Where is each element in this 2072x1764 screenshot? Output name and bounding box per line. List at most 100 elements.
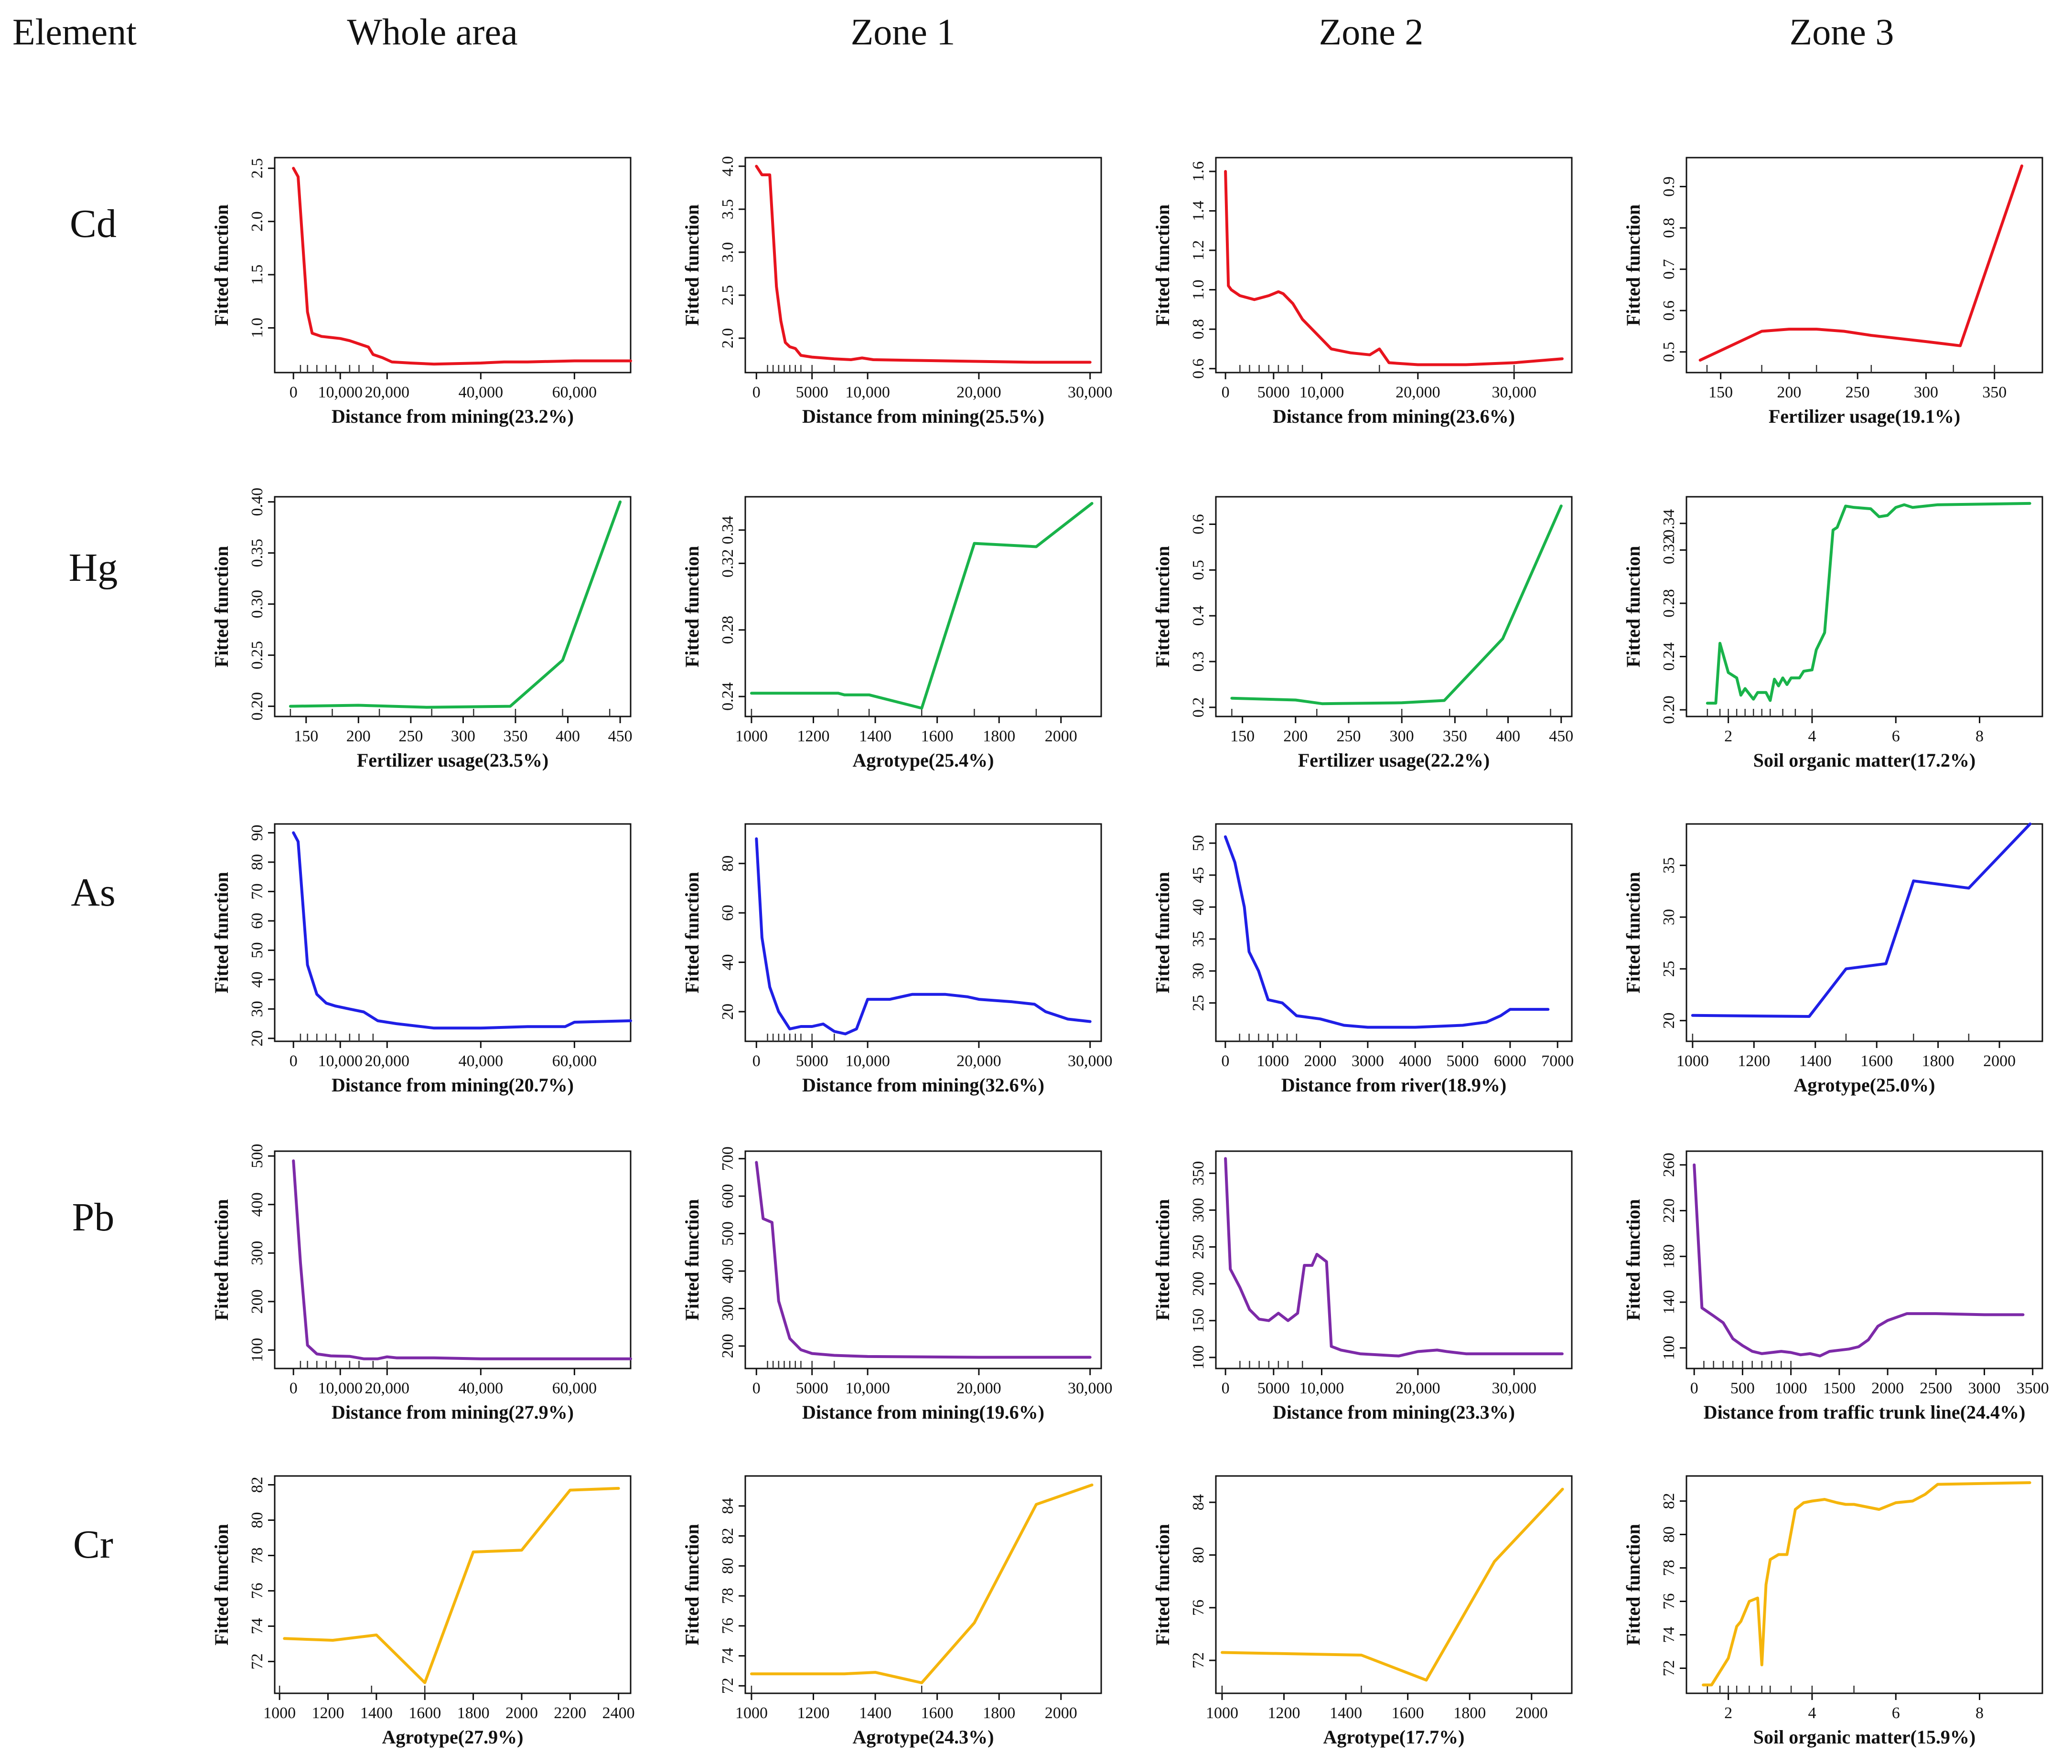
chart-hg-zone-1-xtick-label: 1400 [859,727,891,745]
chart-as-zone-2-ytick-label: 50 [1190,835,1207,851]
chart-hg-whole-area-ytick-label: 0.30 [248,590,266,619]
chart-as-whole-area-ytick-label: 70 [248,883,266,899]
chart-cd-zone-1-ytick-label: 4.0 [719,156,737,177]
chart-hg-zone-2-ytick-label: 0.4 [1190,606,1207,626]
chart-pb-zone-2-xlabel: Distance from mining(23.3%) [1273,1401,1515,1423]
chart-cr-zone-2-frame [1215,1475,1573,1694]
chart-cd-zone-1: 0 5000 10,000 20,000 30,000 2.0 2.5 3.0 3.5 4.0 Di… [681,156,1112,427]
chart-pb-zone-1-ytick-label: 200 [719,1334,737,1358]
chart-pb-zone-1: 0 5000 10,000 20,000 30,000 200 300 400 500 600 70… [681,1146,1112,1423]
chart-cr-zone-2-xtick-label: 1000 [1206,1704,1238,1722]
chart-as-zone-3-xtick-label: 1200 [1738,1052,1770,1070]
chart-pb-zone-2-ytick-label: 150 [1190,1308,1207,1333]
chart-as-whole-area-xtick-label: 20,000 [365,1052,410,1070]
chart-as-zone-2-ylabel: Fitted function [1152,872,1173,993]
chart-pb-zone-3-ytick-label: 100 [1660,1336,1678,1360]
chart-cd-zone-1-xtick-label: 5000 [796,384,828,401]
chart-cr-whole-area-ytick-label: 80 [248,1512,266,1528]
chart-cd-zone-2-xlabel: Distance from mining(23.6%) [1273,406,1515,427]
chart-cr-zone-1-xtick-label: 1200 [797,1704,830,1722]
chart-hg-zone-1-ytick-label: 0.24 [719,682,737,711]
chart-pb-zone-2-line [1224,1157,1564,1358]
chart-cd-zone-1-ytick-label: 3.5 [719,199,737,220]
chart-hg-whole-area-ytick-label: 0.40 [248,488,266,516]
chart-cd-zone-3-ytick-label: 0.9 [1660,176,1678,197]
chart-cd-zone-2-frame [1215,157,1573,374]
chart-cd-zone-1-ytick-label: 2.5 [719,285,737,306]
chart-cd-zone-3-xtick-label: 150 [1708,384,1733,401]
chart-cr-whole-area-xtick-label: 2200 [554,1704,586,1722]
chart-pb-zone-1-xtick-label: 5000 [796,1379,828,1397]
chart-pb-zone-2-ylabel: Fitted function [1152,1199,1173,1320]
chart-cd-zone-3-line [1698,164,2023,362]
chart-hg-whole-area-xtick-label: 200 [346,727,371,745]
chart-pb-whole-area-line [292,1159,632,1360]
chart-as-zone-2-ytick-label: 45 [1190,867,1207,883]
chart-cd-zone-1-xtick-label: 10,000 [845,384,890,401]
chart-hg-whole-area-ytick-label: 0.35 [248,539,266,567]
chart-pb-zone-3-xtick-label: 2500 [1920,1379,1952,1397]
chart-cd-zone-3-frame [1686,157,2043,374]
chart-hg-zone-2-line [1230,504,1563,706]
chart-cr-zone-3-line [1702,1481,2031,1687]
chart-hg-zone-2-xtick-label: 350 [1443,727,1467,745]
chart-as-zone-2-xtick-label: 0 [1221,1052,1229,1070]
element-label-hg: Hg [68,545,118,590]
chart-as-zone-1-xtick-label: 20,000 [956,1052,1001,1070]
chart-cr-whole-area-xtick-label: 1200 [311,1704,344,1722]
chart-as-zone-1-ytick-label: 20 [719,1004,737,1020]
chart-pb-zone-1-frame [744,1150,1102,1369]
chart-cr-zone-3-ytick-label: 82 [1660,1493,1678,1509]
chart-pb-zone-2-ytick-label: 250 [1190,1235,1207,1259]
chart-as-whole-area-ytick-label: 60 [248,913,266,929]
chart-hg-whole-area-ytick-label: 0.20 [248,692,266,721]
chart-cr-zone-1-ytick-label: 76 [719,1618,737,1634]
chart-cd-zone-3-xtick-label: 250 [1846,384,1870,401]
chart-hg-whole-area-xtick-label: 150 [294,727,318,745]
chart-pb-zone-1-xtick-label: 0 [752,1379,761,1397]
chart-hg-zone-3-ylabel: Fitted function [1622,546,1644,667]
header-zone-3: Zone 3 [1789,11,1894,53]
chart-as-zone-3-ylabel: Fitted function [1622,872,1644,993]
chart-cr-zone-1-line [750,1483,1094,1684]
chart-as-zone-2-ytick-label: 25 [1190,995,1207,1011]
chart-as-zone-2-frame [1215,823,1573,1042]
chart-cr-zone-1-ytick-label: 74 [719,1648,737,1664]
chart-pb-whole-area-xlabel: Distance from mining(27.9%) [332,1401,574,1423]
chart-cr-zone-1-xtick-label: 1400 [859,1704,891,1722]
chart-pb-zone-1-ylabel: Fitted function [681,1199,703,1320]
chart-cr-zone-2-ylabel: Fitted function [1152,1524,1173,1645]
chart-cd-zone-1-ylabel: Fitted function [681,204,703,326]
chart-pb-whole-area: 0 10,000 20,000 40,000 60,000 100 200 300 400 500… [211,1144,632,1423]
chart-pb-zone-3-ytick-label: 140 [1660,1290,1678,1315]
chart-as-zone-2-ytick-label: 35 [1190,931,1207,947]
header-zone-2: Zone 2 [1319,11,1424,53]
chart-hg-zone-2-xtick-label: 200 [1283,727,1308,745]
chart-pb-zone-3-frame [1686,1150,2043,1369]
chart-hg-zone-1-xtick-label: 1600 [921,727,954,745]
chart-cr-zone-3-xtick-label: 2 [1724,1704,1732,1722]
chart-hg-whole-area-xtick-label: 350 [503,727,527,745]
chart-as-whole-area-xtick-label: 10,000 [318,1052,363,1070]
chart-pb-whole-area-xtick-label: 40,000 [459,1379,504,1397]
chart-cr-whole-area-xlabel: Agrotype(27.9%) [382,1726,524,1748]
chart-cd-whole-area-xlabel: Distance from mining(23.2%) [332,406,574,427]
chart-cr-zone-2-xtick-label: 1400 [1330,1704,1362,1722]
chart-hg-zone-2-xtick-label: 250 [1336,727,1361,745]
chart-pb-zone-2-xtick-label: 30,000 [1492,1379,1536,1397]
chart-pb-zone-3: 0 500 1000 1500 2000 2500 3000 3500 100 140 180 220… [1622,1150,2049,1423]
chart-cr-zone-2-line [1221,1487,1564,1682]
chart-hg-whole-area: 150 200 250 300 350 400 450 0.20 0.25 0.30 0.35 0.4… [211,488,633,771]
chart-as-zone-3-ytick-label: 25 [1660,961,1678,977]
chart-pb-zone-3-ytick-label: 180 [1660,1244,1678,1269]
chart-pb-whole-area-ytick-label: 300 [248,1241,266,1265]
chart-hg-zone-3-ytick-label: 0.20 [1660,695,1678,724]
chart-pb-zone-3-xtick-label: 1500 [1823,1379,1856,1397]
chart-as-zone-2-ytick-label: 40 [1190,899,1207,915]
chart-pb-zone-3-ytick-label: 220 [1660,1198,1678,1223]
chart-cr-zone-2-ytick-label: 80 [1190,1547,1207,1563]
chart-as-zone-3-xtick-label: 1400 [1799,1052,1832,1070]
chart-pb-whole-area-ylabel: Fitted function [211,1199,232,1320]
chart-as-whole-area-xlabel: Distance from mining(20.7%) [332,1074,574,1096]
chart-cr-zone-3-xtick-label: 6 [1892,1704,1900,1722]
